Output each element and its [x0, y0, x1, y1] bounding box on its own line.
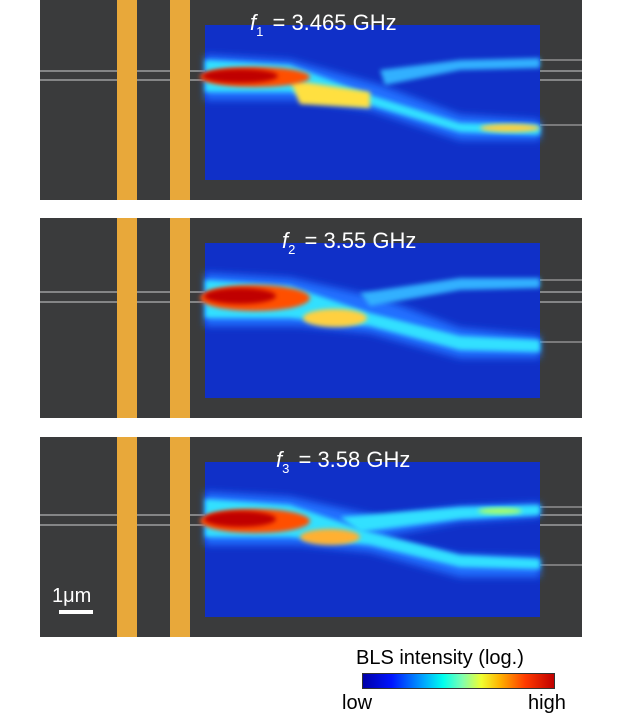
antenna-stripe-1	[117, 437, 137, 637]
panel-3-image	[40, 437, 582, 637]
bls-intensity-map	[200, 462, 540, 617]
antenna-stripe-1	[117, 0, 137, 200]
colorbar-high-label: high	[528, 692, 566, 714]
antenna-stripe-1	[117, 218, 137, 418]
bls-intensity-map	[200, 25, 540, 180]
colorbar-low-label: low	[342, 692, 373, 714]
antenna-stripe-2	[170, 437, 190, 637]
scale-bar-label: 1μm	[52, 585, 92, 607]
scale-bar	[59, 610, 93, 614]
panel-2-image	[40, 218, 582, 418]
bls-panel-2: f2 = 3.55 GHz	[40, 218, 582, 418]
panel-1-image	[40, 0, 582, 200]
bls-intensity-map	[200, 243, 540, 398]
colorbar	[362, 673, 555, 689]
antenna-stripe-2	[170, 0, 190, 200]
bls-panel-1: f1 = 3.465 GHz	[40, 0, 582, 200]
antenna-stripe-2	[170, 218, 190, 418]
bls-panel-3: f3 = 3.58 GHz 1μm	[40, 437, 582, 637]
colorbar-title: BLS intensity (log.)	[356, 647, 524, 669]
